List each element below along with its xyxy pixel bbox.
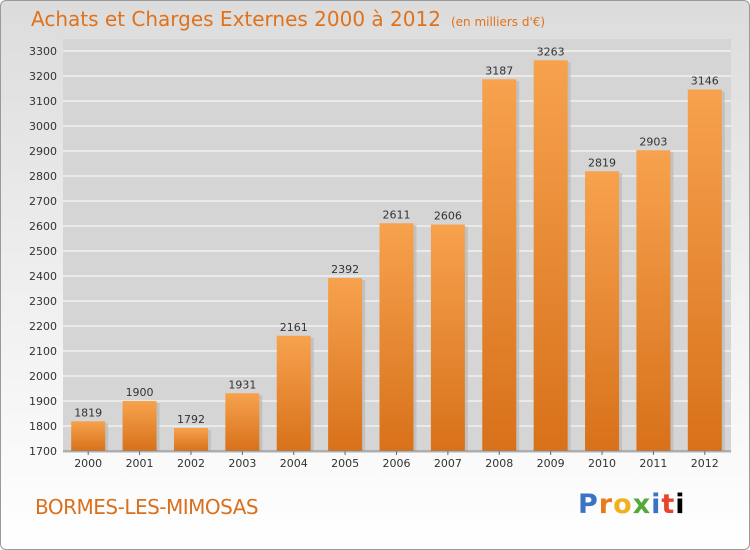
chart-subtitle: (en milliers d'€) (450, 15, 546, 29)
y-tick-label: 3000 (29, 120, 57, 133)
bar (379, 223, 414, 451)
data-label: 1792 (177, 413, 205, 426)
bars: 1819 1900 1792 1931 2161 2392 2611 2606 3187 3263… (71, 45, 725, 451)
commune-name: BORMES-LES-MIMOSAS (35, 495, 259, 519)
bar (71, 421, 106, 451)
y-tick-label: 2800 (29, 170, 57, 183)
x-tick-label: 2009 (537, 457, 565, 470)
bar (173, 428, 208, 451)
y-tick-label: 2400 (29, 270, 57, 283)
y-tick-label: 2900 (29, 145, 57, 158)
data-label: 2392 (331, 263, 359, 276)
bar (430, 224, 465, 451)
bar (636, 150, 671, 451)
y-tick-label: 2100 (29, 345, 57, 358)
data-label: 3187 (485, 64, 513, 77)
data-label: 2611 (383, 208, 411, 221)
x-axis: 2000 2001 2002 2003 2004 2005 2006 2007 2008 2009… (63, 450, 731, 470)
data-label: 3263 (537, 45, 565, 58)
bar (687, 89, 722, 451)
brand-logo: Proxiti (578, 489, 686, 520)
chart-title-text: Achats et Charges Externes 2000 à 2012 (31, 7, 441, 31)
x-tick-label: 2012 (691, 457, 719, 470)
x-tick-label: 2000 (74, 457, 102, 470)
data-label: 2819 (588, 156, 616, 169)
y-tick-label: 2200 (29, 320, 57, 333)
y-tick-label: 1900 (29, 395, 57, 408)
y-tick-label: 3300 (29, 45, 57, 58)
y-tick-label: 2500 (29, 245, 57, 258)
bar (533, 60, 568, 451)
x-tick-label: 2011 (639, 457, 667, 470)
data-label: 1900 (126, 386, 154, 399)
data-label: 1819 (74, 406, 102, 419)
x-tick-label: 2007 (434, 457, 462, 470)
bar (225, 393, 260, 451)
y-tick-label: 2300 (29, 295, 57, 308)
bar (482, 79, 517, 451)
brand-letter: t (661, 489, 676, 520)
y-tick-label: 1800 (29, 420, 57, 433)
x-tick-label: 2001 (126, 457, 154, 470)
data-label: 2161 (280, 321, 308, 334)
y-tick-label: 1700 (29, 445, 57, 458)
y-tick-label: 2600 (29, 220, 57, 233)
brand-letter: r (598, 489, 614, 520)
x-tick-label: 2008 (485, 457, 513, 470)
brand-letter: o (613, 489, 633, 520)
y-tick-label: 3100 (29, 95, 57, 108)
data-label: 2903 (639, 135, 667, 148)
y-tick-label: 2000 (29, 370, 57, 383)
brand-letter: P (578, 489, 599, 520)
bar (328, 278, 363, 451)
data-label: 3146 (691, 75, 719, 88)
data-label: 1931 (228, 378, 256, 391)
chart-title: Achats et Charges Externes 2000 à 2012 (e… (31, 7, 545, 31)
x-tick-label: 2006 (383, 457, 411, 470)
bar (276, 335, 311, 451)
x-tick-label: 2004 (280, 457, 308, 470)
bar (122, 401, 157, 451)
x-tick-label: 2005 (331, 457, 359, 470)
data-label: 2606 (434, 210, 462, 223)
brand-letter: i (675, 489, 686, 520)
brand-letter: x (632, 489, 652, 520)
x-tick-label: 2010 (588, 457, 616, 470)
x-tick-label: 2003 (228, 457, 256, 470)
bar (585, 171, 620, 451)
y-tick-label: 2700 (29, 195, 57, 208)
x-tick-label: 2002 (177, 457, 205, 470)
brand-letter: i (651, 489, 662, 520)
y-axis: 1700 1800 1900 2000 2100 2200 2300 2400 2500 2600… (29, 45, 57, 458)
y-tick-label: 3200 (29, 70, 57, 83)
